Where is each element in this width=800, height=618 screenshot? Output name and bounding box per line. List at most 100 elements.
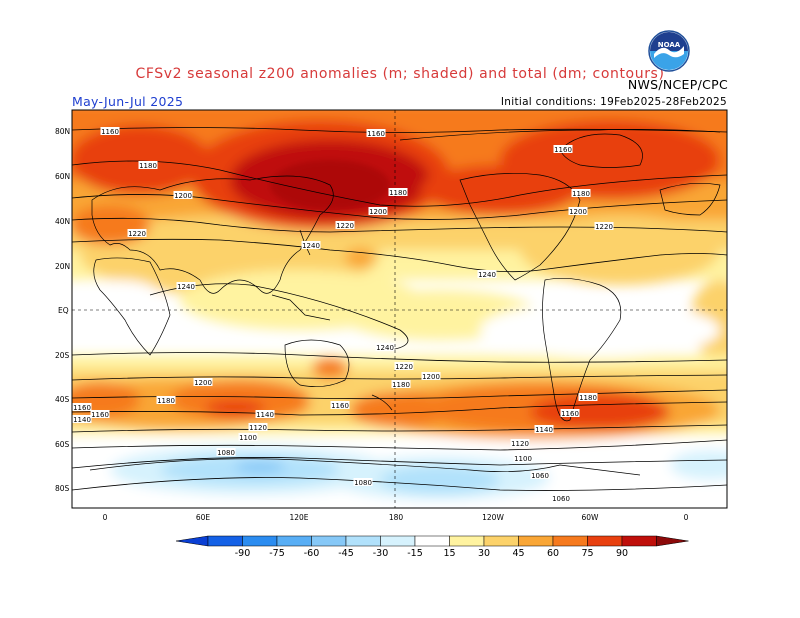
colorbar-label: 75 (581, 548, 593, 559)
colorbar-label: 45 (512, 548, 524, 559)
noaa-logo-icon: NOAA (648, 30, 690, 72)
contour-label: 1180 (392, 381, 410, 389)
contour-label-box (594, 222, 614, 230)
contour-label-box (568, 207, 588, 215)
contour-label-box (560, 409, 580, 417)
lat-label-eq: EQ (58, 306, 69, 315)
colorbar-segment (483, 535, 519, 547)
contour-label-box (394, 362, 414, 370)
colorbar-segment (380, 535, 416, 547)
contour-label: 1120 (249, 424, 267, 432)
height-contours (72, 127, 727, 491)
contour-label-box (138, 161, 158, 169)
contour-label: 1180 (157, 397, 175, 405)
colorbar-label: -30 (373, 548, 389, 559)
contour-label: 1180 (579, 394, 597, 402)
contour-label: 1140 (256, 411, 274, 419)
contour-label-box (551, 494, 571, 502)
lat-label-20n: 20N (55, 262, 70, 271)
colorbar-label: 90 (616, 548, 628, 559)
contour-label: 1200 (369, 208, 387, 216)
contour-label: 1220 (595, 223, 613, 231)
contour-label-box (330, 401, 350, 409)
lon-label-120e: 120E (289, 513, 308, 522)
season-label: May-Jun-Jul 2025 (72, 94, 184, 109)
colorbar-segment (414, 535, 450, 547)
lon-label-0-left: 0 (103, 513, 108, 522)
colorbar-segment (276, 535, 312, 547)
contour-label-box (578, 393, 598, 401)
lon-label-60w: 60W (582, 513, 600, 522)
contour-label-box (368, 207, 388, 215)
lon-label-0-right: 0 (684, 513, 689, 522)
contour-label: 1220 (336, 222, 354, 230)
contour-label: 1240 (177, 283, 195, 291)
contour-label-box (301, 241, 321, 249)
latitude-labels: 80N 60N 40N 20N EQ 20S 40S 60S 80S (55, 127, 70, 493)
contour-label: 1200 (194, 379, 212, 387)
contour-label: 1080 (354, 479, 372, 487)
contour-label-box (216, 448, 236, 456)
lon-label-120w: 120W (482, 513, 504, 522)
contour-label: 1140 (73, 416, 91, 424)
contour-label: 1120 (511, 440, 529, 448)
contour-label: 1200 (174, 192, 192, 200)
contour-label-box (571, 189, 591, 197)
contour-label-box (255, 410, 275, 418)
contour-label: 1060 (552, 495, 570, 503)
contour-label-box (90, 410, 110, 418)
contour-label: 1160 (73, 404, 91, 412)
contour-label: 1160 (91, 411, 109, 419)
contour-label-box (391, 380, 411, 388)
colorbar-left-arrow (175, 535, 209, 547)
colorbar-label: -60 (304, 548, 320, 559)
contour-label-box (193, 378, 213, 386)
contour-label: 1080 (217, 449, 235, 457)
lat-label-60s: 60S (55, 440, 70, 449)
initial-conditions-label: Initial conditions: 19Feb2025-28Feb2025 (500, 96, 727, 108)
colorbar-right-arrow (656, 535, 689, 547)
contour-label: 1180 (572, 190, 590, 198)
contour-label-box (173, 191, 193, 199)
contour-label: 1240 (302, 242, 320, 250)
colorbar-segment (242, 535, 278, 547)
contour-label: 1160 (367, 130, 385, 138)
lat-label-20s: 20S (55, 351, 70, 360)
contour-label: 1160 (331, 402, 349, 410)
colorbar-label: -90 (235, 548, 251, 559)
contour-label-box (510, 439, 530, 447)
lat-label-80s: 80S (55, 484, 70, 493)
contour-label-box (366, 129, 386, 137)
contour-label: 1100 (239, 434, 257, 442)
contour-label: 1100 (514, 455, 532, 463)
longitude-labels: 0 60E 120E 180 120W 60W 0 (103, 513, 689, 522)
contour-label-box (72, 415, 92, 423)
agency-label: NWS/NCEP/CPC (627, 77, 728, 92)
contour-label: 1220 (395, 363, 413, 371)
contour-label-box (353, 478, 373, 486)
colorbar-segment (311, 535, 347, 547)
contour-label: 1220 (128, 230, 146, 238)
contour-label-box (388, 188, 408, 196)
logo-text: NOAA (658, 41, 681, 49)
colorbar-segment (345, 535, 381, 547)
lat-label-40s: 40S (55, 395, 70, 404)
chart-title: CFSv2 seasonal z200 anomalies (m; shaded… (135, 66, 665, 82)
contour-label-box (100, 127, 120, 135)
contour-label-box (335, 221, 355, 229)
contour-label: 1160 (101, 128, 119, 136)
contour-label-box (248, 423, 268, 431)
colorbar-label: 60 (547, 548, 559, 559)
contour-label: 1200 (422, 373, 440, 381)
colorbar-label: -75 (269, 548, 285, 559)
contour-label-box (72, 403, 92, 411)
contour-label-box (176, 282, 196, 290)
contour-label: 1240 (478, 271, 496, 279)
colorbar-segment (621, 535, 657, 547)
contour-label: 1060 (531, 472, 549, 480)
map-frame (71, 109, 728, 509)
contour-label: 1180 (139, 162, 157, 170)
colorbar-segment (552, 535, 588, 547)
